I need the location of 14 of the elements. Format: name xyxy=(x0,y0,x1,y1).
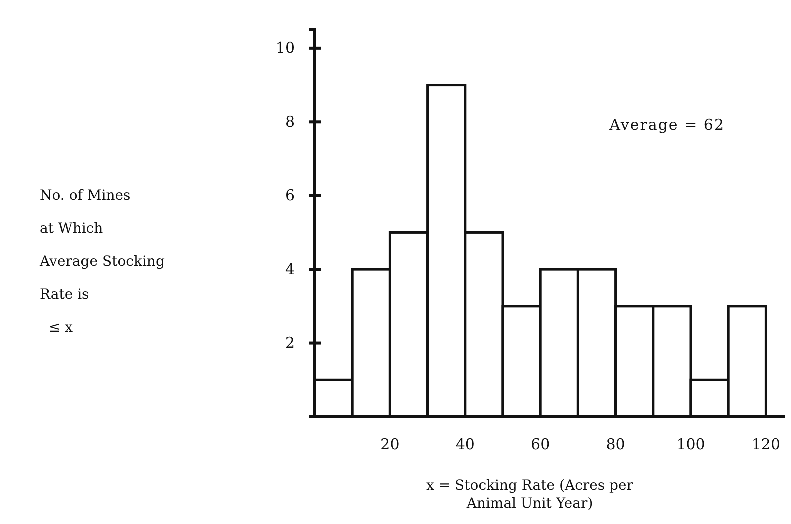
x-tick-label: 40 xyxy=(456,436,475,454)
x-tick-label: 100 xyxy=(676,436,706,454)
y-tick-label: 4 xyxy=(285,260,295,278)
y-tick-label: 6 xyxy=(285,186,295,205)
y-tick-label: 8 xyxy=(285,112,295,131)
x-axis-title: x = Stocking Rate (Acres per Animal Unit Year) xyxy=(426,478,634,512)
x-tick-label: 80 xyxy=(606,436,626,454)
annotation: Average = 62 xyxy=(608,116,725,134)
y-tick-label: 10 xyxy=(276,39,295,58)
x-tick-label: 20 xyxy=(380,436,400,454)
y-tick-label: 2 xyxy=(285,334,295,352)
x-tick-label: 120 xyxy=(752,436,781,454)
x-tick-label: 60 xyxy=(531,436,550,454)
text: No. of Mines at Which Average Stocking Rate is ≤ x xyxy=(40,188,165,336)
